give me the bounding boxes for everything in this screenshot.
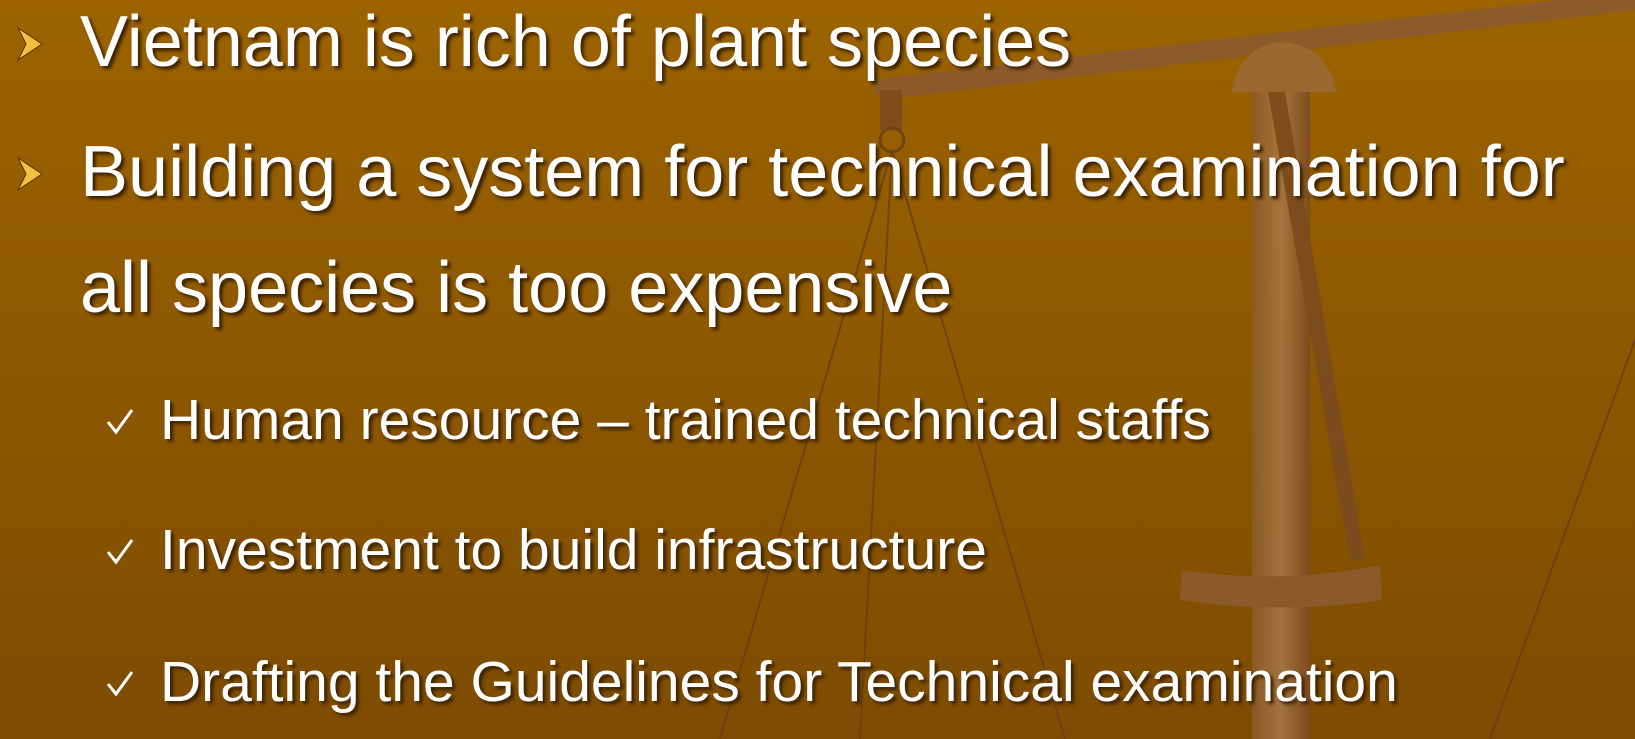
sub-bullet-text: Investment to build infrastructure	[160, 518, 987, 582]
bullet-text: Vietnam is rich of plant species	[80, 2, 1072, 82]
bullet-markers	[16, 26, 43, 192]
sub-bullet-text: Drafting the Guidelines for Technical ex…	[160, 650, 1398, 714]
sub-bullet-text: Human resource – trained technical staff…	[160, 388, 1211, 452]
bullet-text: Building a system for technical examinat…	[80, 132, 1565, 212]
bullet-text: all species is too expensive	[80, 248, 953, 328]
scale-illustration	[719, 0, 1635, 739]
check-markers	[106, 409, 134, 697]
